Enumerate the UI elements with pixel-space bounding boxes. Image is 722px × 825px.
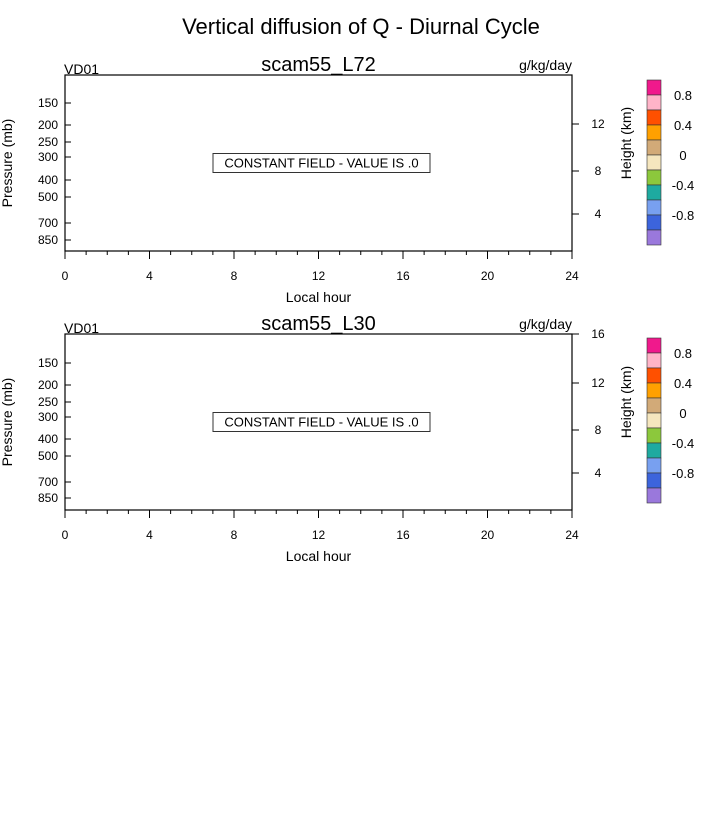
units-label: g/kg/day — [519, 57, 572, 73]
message-text: CONSTANT FIELD - VALUE IS .0 — [224, 415, 418, 430]
y-tick-label: 150 — [38, 356, 58, 370]
message-box — [212, 153, 431, 173]
y-tick-label: 700 — [38, 475, 58, 489]
x-tick-label: 4 — [146, 269, 153, 283]
x-axis-label: Local hour — [286, 289, 352, 305]
y-tick-label: 300 — [38, 410, 58, 424]
y-tick-label: 150 — [38, 96, 58, 110]
x-tick-label: 12 — [312, 528, 326, 542]
right-tick-label: 8 — [595, 423, 602, 437]
colorbar-swatch — [646, 457, 662, 474]
colorbar-swatch — [646, 184, 662, 201]
colorbar-label: 0 — [679, 406, 686, 421]
y-axis-label: Pressure (mb) — [0, 119, 15, 208]
colorbar-swatch — [646, 472, 662, 489]
right-axis-label: Height (km) — [618, 366, 634, 438]
x-tick-label: 0 — [62, 269, 69, 283]
x-tick-label: 24 — [565, 269, 579, 283]
right-tick-label: 8 — [595, 164, 602, 178]
right-tick-label: 16 — [591, 327, 605, 341]
y-tick-label: 500 — [38, 449, 58, 463]
right-tick-label: 12 — [591, 376, 605, 390]
colorbar-swatch — [646, 169, 662, 186]
colorbar-swatch — [646, 412, 662, 429]
colorbar-label: 0.4 — [674, 118, 692, 133]
colorbar-swatch — [646, 487, 662, 504]
colorbar-label: -0.4 — [672, 178, 694, 193]
colorbar-swatch — [646, 199, 662, 216]
colorbar-swatch — [646, 427, 662, 444]
x-tick-label: 0 — [62, 528, 69, 542]
x-tick-label: 4 — [146, 528, 153, 542]
x-tick-label: 16 — [396, 269, 410, 283]
right-axis-label: Height (km) — [618, 107, 634, 179]
y-tick-label: 300 — [38, 150, 58, 164]
colorbar-swatch — [646, 352, 662, 369]
right-tick-label: 12 — [591, 117, 605, 131]
y-tick-label: 400 — [38, 173, 58, 187]
x-tick-label: 20 — [481, 528, 495, 542]
x-tick-label: 8 — [231, 528, 238, 542]
colorbar-swatch — [646, 94, 662, 111]
colorbar-label: 0 — [679, 148, 686, 163]
y-tick-label: 850 — [38, 491, 58, 505]
colorbar-label: -0.8 — [672, 466, 694, 481]
colorbar-swatch — [646, 382, 662, 399]
x-tick-label: 24 — [565, 528, 579, 542]
colorbar-label: 0.8 — [674, 346, 692, 361]
colorbar-label: -0.8 — [672, 208, 694, 223]
x-tick-label: 16 — [396, 528, 410, 542]
y-tick-label: 400 — [38, 432, 58, 446]
figure-title: Vertical diffusion of Q - Diurnal Cycle — [182, 14, 540, 39]
left-label: VD01 — [64, 320, 99, 336]
colorbar-swatch — [646, 442, 662, 459]
colorbar-swatch — [646, 337, 662, 354]
panel-title: scam55_L30 — [261, 313, 376, 335]
y-tick-label: 500 — [38, 190, 58, 204]
y-tick-label: 200 — [38, 118, 58, 132]
y-tick-label: 850 — [38, 233, 58, 247]
y-tick-label: 250 — [38, 135, 58, 149]
x-axis-label: Local hour — [286, 548, 352, 564]
y-tick-label: 250 — [38, 395, 58, 409]
colorbar-swatch — [646, 154, 662, 171]
colorbar-swatch — [646, 109, 662, 126]
units-label: g/kg/day — [519, 316, 572, 332]
y-axis-label: Pressure (mb) — [0, 378, 15, 467]
chart-panel-2: scam55_L30 VD01 g/kg/day 0 4 8 12 16 20 24 Local h… — [0, 313, 694, 564]
colorbar-swatch — [646, 397, 662, 414]
x-tick-label: 8 — [231, 269, 238, 283]
colorbar-swatch — [646, 214, 662, 231]
y-tick-label: 200 — [38, 378, 58, 392]
x-tick-label: 12 — [312, 269, 326, 283]
left-label: VD01 — [64, 61, 99, 77]
colorbar-label: 0.4 — [674, 376, 692, 391]
colorbar-swatch — [646, 139, 662, 156]
panel-title: scam55_L72 — [261, 54, 376, 76]
colorbar-swatch — [646, 79, 662, 96]
right-tick-label: 4 — [595, 466, 602, 480]
colorbar-label: 0.8 — [674, 88, 692, 103]
colorbar-label: -0.4 — [672, 436, 694, 451]
chart-panel-1: scam55_L72 VD01 g/kg/day 0 4 8 12 16 20 24 Local h… — [0, 54, 694, 305]
message-box — [212, 412, 431, 432]
colorbar-swatch — [646, 124, 662, 141]
message-text: CONSTANT FIELD - VALUE IS .0 — [224, 156, 418, 171]
colorbar-swatch — [646, 367, 662, 384]
x-tick-label: 20 — [481, 269, 495, 283]
y-tick-label: 700 — [38, 216, 58, 230]
colorbar-swatch — [646, 229, 662, 246]
right-tick-label: 4 — [595, 207, 602, 221]
